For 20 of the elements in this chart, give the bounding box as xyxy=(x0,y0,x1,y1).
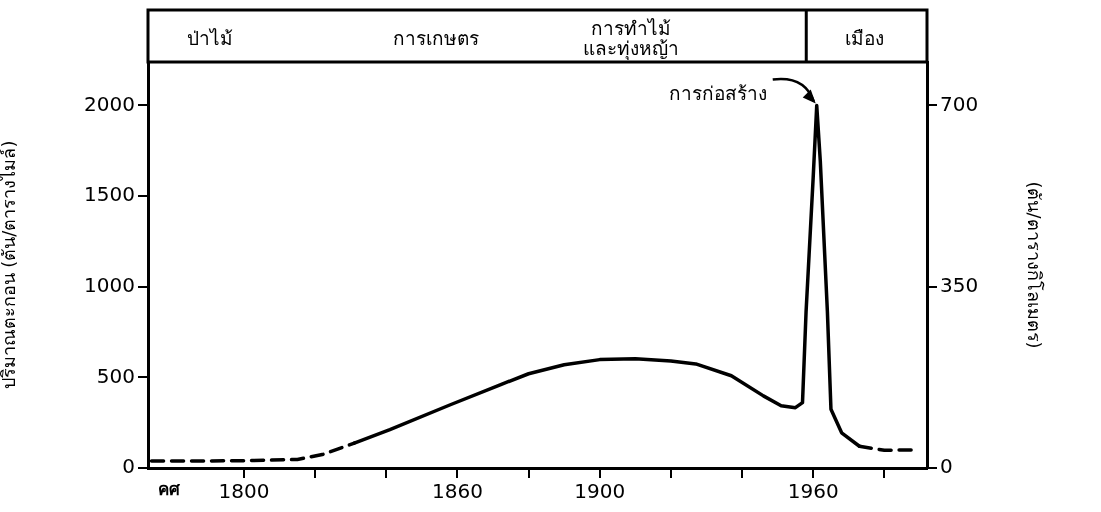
text: ป่าไม้ xyxy=(187,26,234,49)
y2-tick-label: 350 xyxy=(940,272,979,297)
annotation: การก่อสร้าง xyxy=(668,82,767,105)
y-tick-label: 0 xyxy=(122,454,135,479)
text: การทำไม้ และทุ่งหญ้า xyxy=(582,16,679,61)
y2-axis-title: (ตัน/ตารางกิโลเมตร) xyxy=(1023,181,1045,349)
x-tick-label: 1800 xyxy=(218,479,270,504)
y2-tick-label: 700 xyxy=(940,91,979,116)
y-tick-label: 2000 xyxy=(84,91,135,116)
y-tick-label: 1500 xyxy=(84,182,135,207)
text: เมือง xyxy=(845,26,885,49)
x-axis-title: คศ xyxy=(158,478,181,499)
y-tick-label: 500 xyxy=(96,363,135,388)
y-tick-label: 1000 xyxy=(84,272,135,297)
x-tick-label: 1960 xyxy=(787,479,839,504)
text: การเกษตร xyxy=(393,26,480,49)
y2-tick-label: 0 xyxy=(940,454,953,479)
x-tick-label: 1900 xyxy=(574,479,626,504)
x-tick-label: 1860 xyxy=(432,479,483,504)
y-axis-title: ปริมาณตะกอน (ตัน/ตารางไมล์) xyxy=(0,140,20,390)
